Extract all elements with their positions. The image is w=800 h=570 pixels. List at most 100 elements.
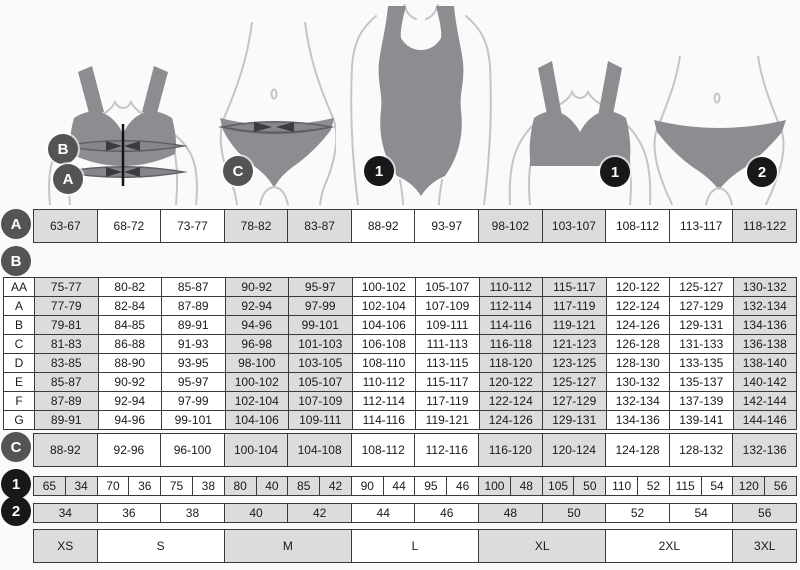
measurement-cell: 95-97	[162, 373, 225, 391]
measurement-cell: 85-87	[162, 278, 225, 296]
hip-range-row: 88-92 92-96 96-100 100-104 104-108 108-112 112…	[33, 433, 797, 467]
measurement-cell: 116-118	[479, 335, 542, 353]
measurement-cell: 95-97	[289, 278, 352, 296]
measurement-cell: 86-88	[98, 335, 161, 353]
measurement-cell: 82-84	[98, 297, 161, 315]
measurement-cell: 109-111	[416, 316, 479, 334]
measurement-cell: 108-112	[351, 434, 415, 466]
cup-row-label: AA	[4, 278, 34, 296]
measurement-cell: 114-116	[352, 411, 415, 429]
row-c-badge: C	[1, 432, 31, 462]
measurement-cell: 68-72	[97, 210, 161, 242]
size-number-cell: 54	[701, 477, 733, 495]
measurement-cell: 99-101	[162, 411, 225, 429]
measurement-cell: 135-137	[670, 373, 733, 391]
measurement-cell: 89-91	[35, 411, 98, 429]
measurement-cell: 127-129	[670, 297, 733, 315]
row-1-badge: 1	[1, 469, 31, 499]
bra-measurement-icon	[48, 66, 198, 206]
size-number-cell: 44	[351, 504, 415, 522]
measurement-cell: 94-96	[225, 316, 288, 334]
measurement-cell: 117-119	[543, 297, 606, 315]
hip-measurement-icon	[218, 21, 338, 206]
letter-size-cell: S	[97, 530, 224, 562]
panties-size-badge: 2	[747, 157, 777, 187]
measurement-cell: 119-121	[416, 411, 479, 429]
measurement-cell: 84-85	[98, 316, 161, 334]
measurement-cell: 97-99	[162, 392, 225, 410]
row-b-badge: B	[1, 246, 31, 276]
cup-row-label: G	[4, 411, 34, 429]
measurement-cell: 100-104	[224, 434, 288, 466]
cup-row-label: C	[4, 335, 34, 353]
measurement-cell: 109-111	[289, 411, 352, 429]
measurement-cell: 87-89	[35, 392, 98, 410]
measurement-cell: 113-115	[416, 354, 479, 372]
measurement-cell: 100-102	[225, 373, 288, 391]
hip-measure-badge: C	[223, 156, 253, 186]
measurement-cell: 122-124	[606, 297, 669, 315]
size-number-cell: 90	[351, 477, 383, 495]
bra-icon	[508, 61, 652, 206]
measurement-cell: 98-100	[225, 354, 288, 372]
measurement-cell: 142-144	[733, 392, 796, 410]
hip-measurement-figure	[208, 21, 338, 210]
measurement-cell: 106-108	[352, 335, 415, 353]
cup-row-label: E	[4, 373, 34, 391]
measurement-cell: 125-127	[543, 373, 606, 391]
measurement-cell: 92-94	[98, 392, 161, 410]
size-number-cell: 100	[479, 477, 510, 495]
measurement-cell: 107-109	[289, 392, 352, 410]
size-number-cell: 52	[606, 504, 669, 522]
measurement-cell: 79-81	[35, 316, 98, 334]
measurement-cell: 87-89	[162, 297, 225, 315]
letter-size-cell: M	[224, 530, 351, 562]
measurement-cell: 102-104	[225, 392, 288, 410]
size-number-cell: 40	[256, 477, 288, 495]
measurement-cell: 110-112	[352, 373, 415, 391]
measurement-cell: 113-117	[669, 210, 733, 242]
measurement-cell: 134-136	[606, 411, 669, 429]
measurement-cell: 127-129	[543, 392, 606, 410]
measurement-cell: 105-107	[416, 278, 479, 296]
bust-measure-badge: B	[48, 134, 78, 164]
measurement-cell: 85-87	[35, 373, 98, 391]
measurement-cell: 73-77	[161, 210, 224, 242]
measurement-cell: 83-85	[35, 354, 98, 372]
measurement-cell: 89-91	[162, 316, 225, 334]
cup-row-label: D	[4, 354, 34, 372]
panties-figure	[646, 55, 794, 210]
measurement-cell: 131-133	[670, 335, 733, 353]
measurement-cell: 122-124	[479, 392, 542, 410]
measurement-cell: 101-103	[289, 335, 352, 353]
measurement-cell: 120-124	[542, 434, 606, 466]
measurement-cell: 94-96	[98, 411, 161, 429]
measurement-cell: 124-126	[479, 411, 542, 429]
measurement-cell: 104-106	[225, 411, 288, 429]
measurement-cell: 105-107	[289, 373, 352, 391]
measurement-cell: 108-110	[352, 354, 415, 372]
size-number-cell: 50	[542, 504, 606, 522]
measurement-cell: 118-120	[479, 354, 542, 372]
measurement-cell: 132-134	[733, 297, 796, 315]
measurement-cell: 128-132	[669, 434, 733, 466]
size-number-cell: 36	[129, 477, 161, 495]
measurement-cell: 112-114	[352, 392, 415, 410]
cup-row-label: A	[4, 297, 34, 315]
measurement-cell: 121-123	[543, 335, 606, 353]
measurement-cell: 139-141	[670, 411, 733, 429]
measurement-cell: 93-97	[415, 210, 479, 242]
measurement-cell: 133-135	[670, 354, 733, 372]
measurement-cell: 98-102	[479, 210, 542, 242]
measurement-cell: 91-93	[162, 335, 225, 353]
measurement-cell: 83-87	[288, 210, 351, 242]
measurement-cell: 92-94	[225, 297, 288, 315]
size-number-cell: 44	[383, 477, 415, 495]
band-size-row: 65 34 70 36 75 38 80 40 85 42 90 44 95 46 100 48 105 50 11…	[33, 476, 797, 496]
measurement-cell: 88-92	[351, 210, 415, 242]
size-number-cell: 48	[510, 477, 542, 495]
measurement-cell: 144-146	[733, 411, 796, 429]
size-number-cell: 65	[34, 477, 65, 495]
size-number-cell: 52	[638, 477, 669, 495]
measurement-cell: 96-98	[225, 335, 288, 353]
